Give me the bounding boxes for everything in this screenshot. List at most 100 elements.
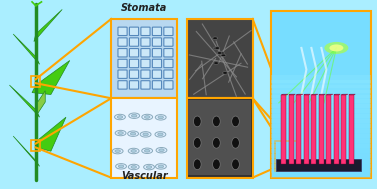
Circle shape (117, 116, 123, 118)
Circle shape (221, 54, 226, 57)
FancyBboxPatch shape (326, 94, 331, 164)
FancyBboxPatch shape (311, 94, 316, 164)
Circle shape (130, 132, 136, 135)
FancyBboxPatch shape (289, 94, 294, 164)
Ellipse shape (213, 159, 220, 170)
FancyBboxPatch shape (271, 99, 371, 108)
Circle shape (158, 165, 164, 168)
FancyBboxPatch shape (129, 70, 139, 78)
FancyBboxPatch shape (141, 81, 150, 89)
FancyBboxPatch shape (271, 80, 371, 88)
Circle shape (132, 114, 137, 117)
Polygon shape (36, 117, 66, 151)
Circle shape (140, 132, 151, 137)
FancyBboxPatch shape (141, 38, 150, 46)
FancyBboxPatch shape (164, 27, 173, 36)
Circle shape (118, 132, 123, 134)
Circle shape (115, 114, 126, 120)
FancyBboxPatch shape (111, 98, 177, 178)
FancyBboxPatch shape (164, 70, 173, 78)
FancyBboxPatch shape (271, 90, 371, 98)
Circle shape (159, 149, 164, 152)
FancyBboxPatch shape (341, 94, 346, 164)
FancyBboxPatch shape (271, 115, 371, 123)
FancyBboxPatch shape (129, 49, 139, 57)
FancyBboxPatch shape (118, 70, 127, 78)
Circle shape (215, 47, 220, 49)
FancyBboxPatch shape (164, 59, 173, 68)
FancyBboxPatch shape (129, 81, 139, 89)
Circle shape (115, 130, 126, 136)
FancyBboxPatch shape (141, 70, 150, 78)
FancyBboxPatch shape (271, 139, 371, 148)
Circle shape (131, 166, 136, 168)
FancyBboxPatch shape (271, 11, 371, 178)
Ellipse shape (232, 138, 239, 148)
Circle shape (324, 42, 348, 54)
FancyBboxPatch shape (271, 169, 371, 178)
Circle shape (155, 164, 166, 169)
Circle shape (128, 164, 139, 170)
Ellipse shape (193, 116, 201, 127)
FancyBboxPatch shape (271, 84, 371, 93)
Circle shape (213, 47, 218, 50)
FancyBboxPatch shape (349, 94, 354, 164)
FancyBboxPatch shape (271, 129, 371, 138)
FancyBboxPatch shape (296, 94, 301, 164)
Circle shape (217, 52, 222, 54)
Circle shape (156, 147, 167, 153)
Circle shape (144, 164, 155, 170)
FancyBboxPatch shape (271, 134, 371, 143)
FancyBboxPatch shape (118, 27, 127, 36)
FancyBboxPatch shape (152, 49, 161, 57)
FancyBboxPatch shape (141, 49, 150, 57)
FancyBboxPatch shape (187, 98, 253, 178)
Circle shape (112, 148, 123, 154)
FancyBboxPatch shape (271, 159, 371, 168)
FancyBboxPatch shape (271, 164, 371, 173)
FancyBboxPatch shape (187, 19, 253, 98)
Circle shape (219, 52, 224, 54)
FancyBboxPatch shape (271, 154, 371, 163)
Circle shape (158, 133, 163, 136)
FancyBboxPatch shape (304, 94, 309, 164)
Circle shape (222, 72, 228, 74)
Ellipse shape (213, 138, 220, 148)
FancyBboxPatch shape (164, 49, 173, 57)
FancyBboxPatch shape (271, 124, 371, 133)
FancyBboxPatch shape (118, 81, 127, 89)
Circle shape (131, 150, 136, 152)
FancyBboxPatch shape (152, 81, 161, 89)
FancyBboxPatch shape (129, 59, 139, 68)
FancyBboxPatch shape (271, 149, 371, 158)
FancyBboxPatch shape (141, 27, 150, 36)
FancyBboxPatch shape (152, 70, 161, 78)
Polygon shape (32, 60, 70, 94)
Circle shape (143, 133, 148, 136)
Polygon shape (13, 34, 40, 64)
FancyBboxPatch shape (164, 38, 173, 46)
Circle shape (129, 113, 139, 119)
FancyBboxPatch shape (152, 38, 161, 46)
FancyBboxPatch shape (141, 59, 150, 68)
FancyBboxPatch shape (271, 144, 371, 153)
Circle shape (155, 115, 166, 120)
Circle shape (158, 116, 163, 119)
FancyBboxPatch shape (334, 94, 339, 164)
FancyBboxPatch shape (118, 49, 127, 57)
Polygon shape (38, 91, 45, 113)
Circle shape (142, 114, 153, 120)
Ellipse shape (232, 116, 239, 127)
FancyBboxPatch shape (319, 94, 324, 164)
Circle shape (214, 62, 219, 64)
Polygon shape (13, 136, 40, 166)
Circle shape (146, 166, 152, 168)
FancyBboxPatch shape (271, 109, 371, 118)
FancyBboxPatch shape (276, 159, 361, 171)
FancyBboxPatch shape (271, 94, 371, 103)
FancyBboxPatch shape (129, 27, 139, 36)
Ellipse shape (193, 159, 201, 170)
Circle shape (329, 44, 343, 51)
Circle shape (144, 116, 150, 118)
FancyBboxPatch shape (152, 59, 161, 68)
